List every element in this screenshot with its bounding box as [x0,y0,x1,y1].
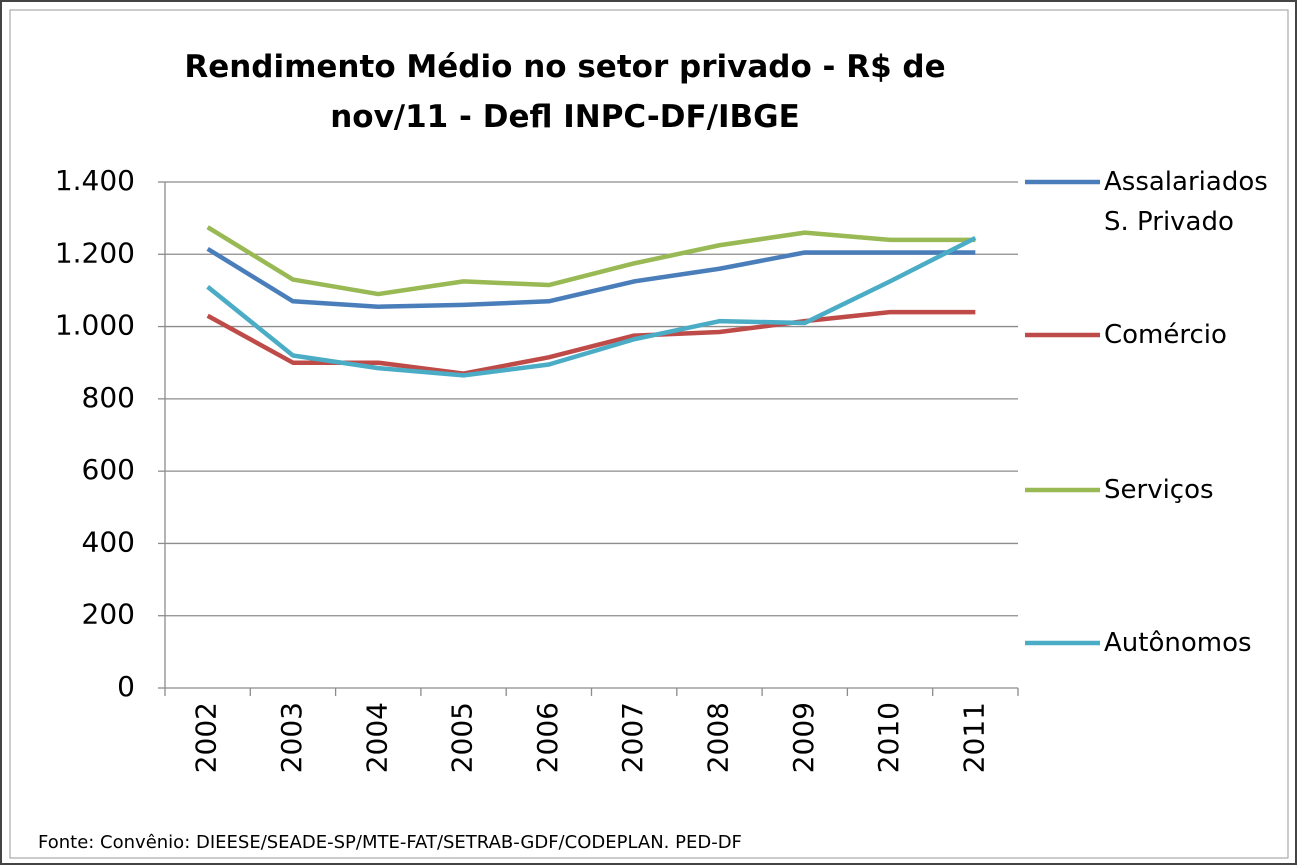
legend-label: Assalariados S. Privado [1104,167,1268,237]
x-tick-label: 2003 [275,702,308,773]
inner-border [9,9,1289,859]
y-tick-label: 400 [82,525,135,558]
x-tick-label: 2009 [787,702,820,773]
y-tick-label: 1.200 [55,236,135,269]
y-tick-label: 600 [82,453,135,486]
x-tick-label: 2002 [190,702,223,773]
y-tick-label: 1.000 [55,309,135,342]
series-line [206,225,976,297]
x-tick-label: 2004 [360,702,393,773]
x-tick-label: 2007 [616,702,649,773]
series-line [206,246,976,309]
y-tick-label: 0 [117,670,135,703]
y-tick-label: 800 [82,381,135,414]
legend-label: Comércio [1104,320,1227,350]
y-tick-label: 1.400 [55,164,135,197]
legend-label: Autônomos [1104,628,1252,658]
x-tick-label: 2010 [872,702,905,773]
chart-title: Rendimento Médio no setor privado - R$ d… [184,49,946,135]
source-note: Fonte: Convênio: DIEESE/SEADE-SP/MTE-FAT… [38,832,742,853]
x-tick-label: 2011 [957,702,990,773]
series-line [206,236,977,378]
legend-label: Serviços [1104,475,1214,505]
x-tick-label: 2005 [446,702,479,773]
y-tick-label: 200 [82,598,135,631]
x-tick-label: 2006 [531,702,564,773]
x-tick-label: 2008 [701,702,734,773]
